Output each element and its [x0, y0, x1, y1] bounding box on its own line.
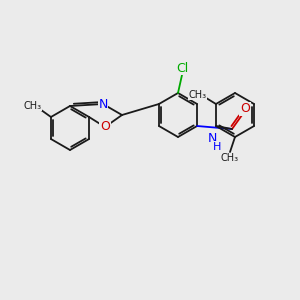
Text: CH₃: CH₃ [189, 90, 207, 100]
Text: O: O [100, 121, 110, 134]
Text: Cl: Cl [176, 61, 188, 74]
Text: CH₃: CH₃ [24, 101, 42, 111]
Text: N: N [98, 98, 108, 110]
Text: CH₃: CH₃ [221, 153, 239, 163]
Text: H: H [213, 142, 221, 152]
Text: O: O [240, 103, 250, 116]
Text: N: N [207, 133, 217, 146]
